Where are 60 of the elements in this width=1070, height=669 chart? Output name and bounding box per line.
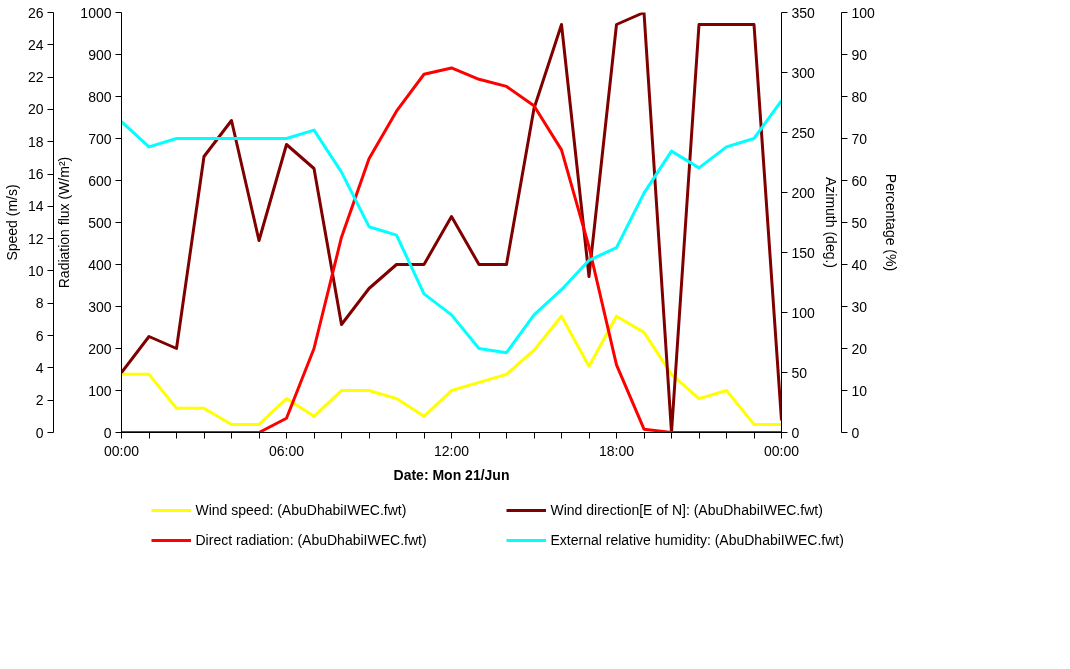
legend-label: External relative humidity: (AbuDhabiIWEC.fwt)	[550, 532, 845, 548]
legend-label: Wind direction[E of N]: (AbuDhabiIWEC.fwt)	[550, 502, 824, 518]
y-tick-label: 22	[27, 69, 44, 86]
y-tick-label: 18	[27, 133, 44, 150]
y2-tick-label: 100	[791, 304, 816, 321]
y-tick-label: 900	[88, 46, 112, 63]
y-tick-label: 12	[27, 230, 44, 247]
y-tick-label: 16	[27, 166, 44, 183]
y2-tick-label: 200	[791, 184, 816, 201]
y-tick-label: 0	[35, 424, 44, 441]
y-tick-label: 700	[88, 130, 112, 147]
line-series	[121, 99, 782, 355]
x-tick-label: 06:00	[268, 442, 305, 459]
y-tick-label: 0	[103, 424, 112, 441]
y-axis-title: Radiation flux (W/m²)	[56, 156, 73, 289]
y-tick-label: 24	[27, 36, 44, 53]
y2-tick-label: 60	[851, 172, 868, 189]
y2-tick-label: 80	[851, 88, 868, 105]
y-tick-label: 100	[88, 382, 112, 399]
y-tick-label: 800	[88, 88, 112, 105]
y2-tick-label: 20	[851, 340, 868, 357]
y-tick-label: 2	[35, 392, 44, 409]
y2-tick-label: 0	[791, 424, 800, 441]
y2-axis-title: Percentage (%)	[882, 173, 899, 272]
y2-tick-label: 40	[851, 256, 868, 273]
x-axis-title: Date: Mon 21/Jun	[393, 466, 510, 483]
x-tick-label: 12:00	[433, 442, 470, 459]
y2-tick-label: 70	[851, 130, 868, 147]
y-tick-label: 300	[88, 298, 112, 315]
y2-tick-label: 90	[851, 46, 868, 63]
y-tick-label: 14	[27, 198, 44, 215]
y-tick-label: 8	[35, 295, 44, 312]
y2-axis-title: Azimuth (deg.)	[822, 176, 839, 269]
y2-tick-label: 30	[851, 298, 868, 315]
line-series	[121, 314, 782, 426]
y-tick-label: 200	[88, 340, 112, 357]
y2-tick-label: 250	[791, 124, 816, 141]
y-tick-label: 400	[88, 256, 112, 273]
y-tick-label: 4	[35, 359, 44, 376]
x-tick-label: 18:00	[598, 442, 635, 459]
y2-tick-label: 100	[851, 4, 876, 21]
y2-tick-label: 50	[851, 214, 868, 231]
x-tick-label: 00:00	[763, 442, 800, 459]
y2-tick-label: 50	[791, 364, 808, 381]
y-tick-label: 600	[88, 172, 112, 189]
y-tick-label: 1000	[80, 4, 112, 21]
y2-tick-label: 10	[851, 382, 868, 399]
y-axis-title: Speed (m/s)	[3, 184, 20, 261]
legend-label: Direct radiation: (AbuDhabiIWEC.fwt)	[195, 532, 428, 548]
y2-tick-label: 0	[851, 424, 860, 441]
y2-tick-label: 300	[791, 64, 816, 81]
y-tick-label: 20	[27, 101, 44, 118]
y-tick-label: 26	[27, 4, 44, 21]
y2-tick-label: 350	[791, 4, 816, 21]
y-tick-label: 10	[27, 262, 44, 279]
x-tick-label: 00:00	[103, 442, 140, 459]
y-tick-label: 500	[88, 214, 112, 231]
legend-label: Wind speed: (AbuDhabiIWEC.fwt)	[195, 502, 408, 518]
y2-tick-label: 150	[791, 244, 816, 261]
y-tick-label: 6	[35, 327, 44, 344]
